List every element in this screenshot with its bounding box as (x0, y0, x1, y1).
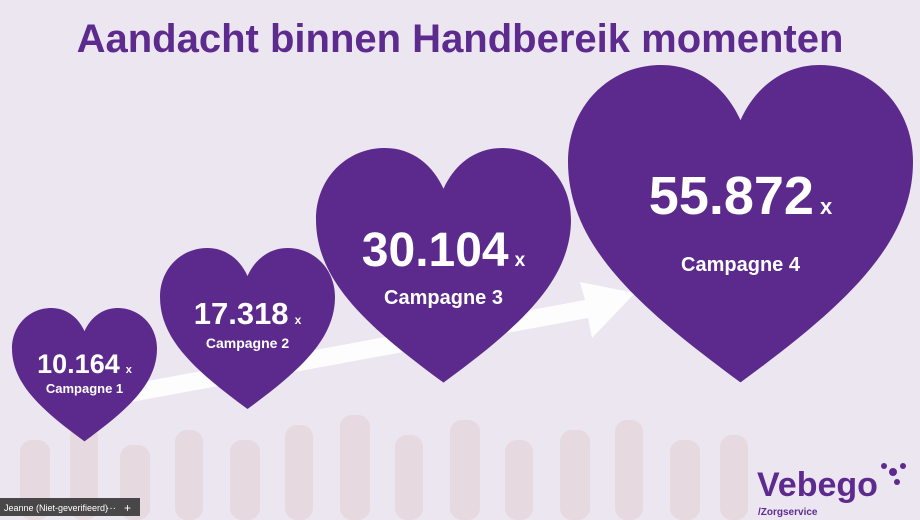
heart (316, 148, 571, 383)
participant-bar (0, 498, 140, 516)
campaign-label: Campagne 3 (384, 287, 503, 309)
hands-decoration (20, 415, 748, 520)
value-number: 55.872 (649, 166, 814, 226)
add-button[interactable]: + (124, 501, 131, 515)
participant-name: Jeanne (Niet-geverifieerd) (4, 503, 108, 513)
campaign-value: 10.164 x (37, 349, 133, 379)
campaign-value: 55.872 x (649, 166, 833, 226)
value-unit: x (295, 313, 302, 327)
value-number: 10.164 (37, 349, 120, 379)
campaign-label: Campagne 2 (206, 335, 289, 351)
heart (12, 308, 157, 442)
logo-flower (881, 463, 906, 485)
campaign-label: Campagne 4 (681, 254, 801, 276)
heart (568, 65, 913, 383)
campaign-value: 30.104 x (362, 224, 526, 277)
more-button[interactable]: ··· (106, 503, 116, 514)
campaign-label: Campagne 1 (46, 381, 123, 396)
value-unit: x (820, 194, 833, 219)
campaign-value: 17.318 x (194, 296, 302, 331)
value-number: 30.104 (362, 224, 509, 277)
value-unit: x (126, 364, 133, 376)
logo-name: Vebego (757, 466, 878, 504)
value-number: 17.318 (194, 296, 289, 331)
heart (160, 248, 335, 409)
slide-title: Aandacht binnen Handbereik momenten (77, 17, 844, 61)
value-unit: x (515, 250, 526, 271)
logo-sub: /Zorgservice (758, 507, 818, 518)
